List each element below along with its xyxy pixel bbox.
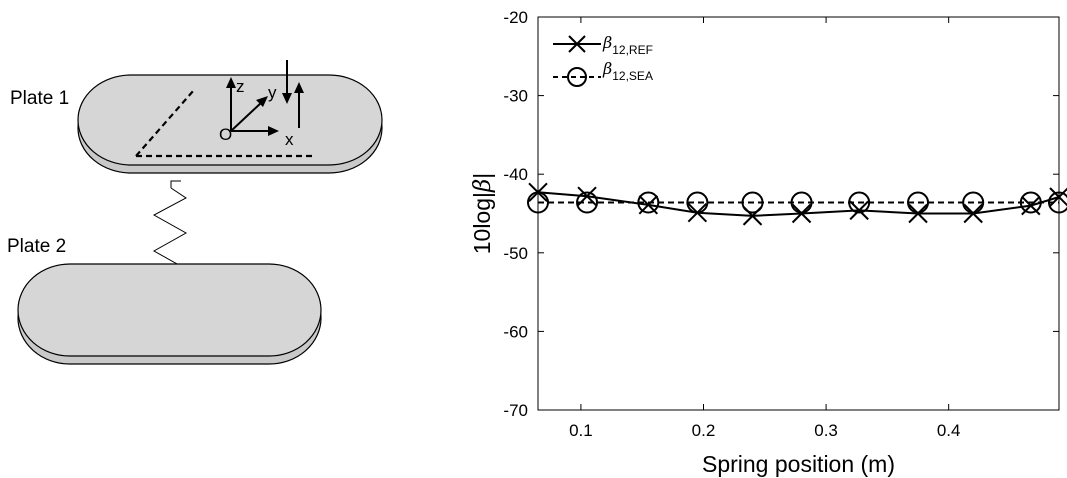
data-point-o-marker (741, 191, 764, 214)
y-tick-label: -20 (503, 8, 528, 27)
series-ref (528, 182, 1067, 226)
y-axis-label: 10log|β| (469, 173, 496, 255)
x-tick-label: 0.3 (814, 421, 838, 440)
plot-area (537, 16, 1060, 411)
legend-entry-sea: β12,SEA (553, 59, 653, 87)
y-tick-label: -50 (503, 244, 528, 263)
data-point-o-marker (527, 191, 549, 214)
data-point-o-marker (1019, 191, 1042, 214)
data-point-x-marker (908, 203, 928, 224)
axis-x-label: x (285, 130, 294, 149)
data-point-o-marker (637, 191, 660, 214)
axis-z-label: z (236, 77, 245, 96)
series-layer (527, 182, 1067, 226)
series-sea (527, 191, 1067, 214)
data-point-o-marker (686, 191, 709, 214)
data-point-o-marker (907, 191, 930, 214)
plate-1-label: Plate 1 (10, 88, 69, 109)
legend-marker-x (568, 35, 586, 53)
y-axis-label-main: 10log| (469, 192, 495, 254)
legend-entry-ref: β12,REF (553, 33, 653, 57)
x-marker-stroke (963, 203, 983, 224)
y-axis: -70 -60 -50 -40 -30 -20 (503, 8, 1059, 420)
legend-label-ref: β12,REF (602, 33, 653, 57)
x-tick-label: 0.4 (937, 421, 961, 440)
data-point-o-marker (576, 191, 599, 214)
data-point-x-marker (963, 203, 983, 224)
y-axis-label-end: | (469, 173, 495, 179)
plate-2 (17, 263, 322, 365)
plate-1-dashed-diagonal (135, 89, 195, 157)
axis-origin-label: O (219, 125, 232, 144)
y-tick-label: -60 (503, 322, 528, 341)
y-tick-label: -40 (503, 165, 528, 184)
chart: 0.1 0.2 0.3 0.4 -70 -60 -50 -40 -30 -20 Spring p… (469, 8, 1067, 477)
plate-1: z y x O (77, 60, 383, 174)
x-marker-stroke (849, 200, 869, 221)
y-tick-label: -70 (503, 401, 528, 420)
x-axis: 0.1 0.2 0.3 0.4 (569, 17, 960, 440)
legend-label-sea: β12,SEA (602, 59, 653, 83)
y-tick-label: -30 (503, 87, 528, 106)
data-point-o-marker (1048, 191, 1067, 214)
data-point-o-marker (790, 191, 813, 214)
axis-y-label: y (268, 83, 277, 102)
y-axis-label-symbol: β (470, 179, 496, 193)
coordinate-axes (226, 60, 304, 136)
x-marker-stroke (791, 203, 812, 224)
x-axis-label: Spring position (m) (702, 451, 895, 477)
data-point-x-marker (791, 203, 812, 224)
legend: β12,REF β12,SEA (553, 33, 653, 87)
plate-2-label: Plate 2 (7, 236, 66, 257)
x-tick-label: 0.1 (569, 421, 593, 440)
data-point-o-marker (962, 191, 985, 214)
legend-marker-o (567, 67, 587, 87)
data-point-x-marker (849, 200, 869, 221)
data-point-o-marker (848, 191, 871, 214)
x-marker-stroke (908, 203, 928, 224)
plates-diagram: z y x O Plate 1 Plate 2 (7, 60, 383, 365)
x-tick-label: 0.2 (692, 421, 716, 440)
